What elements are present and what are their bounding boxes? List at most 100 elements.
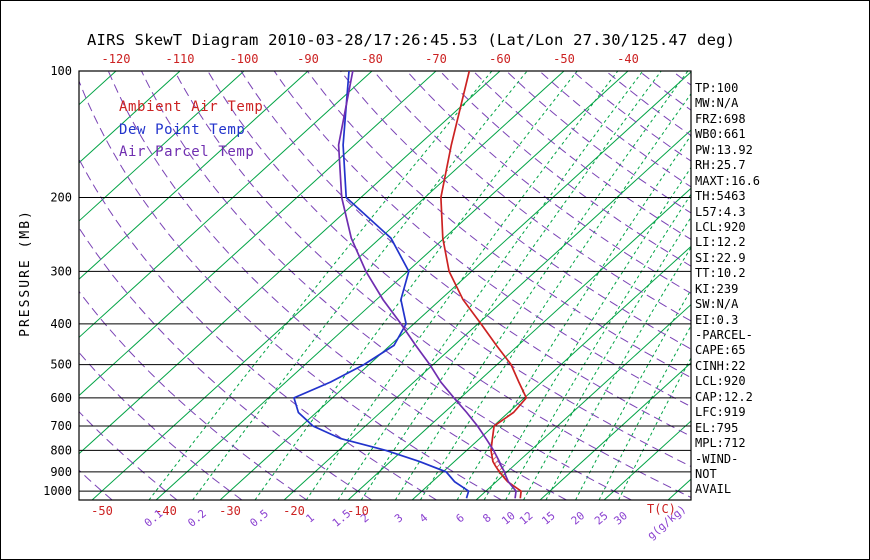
stat-line: LFC:919 — [695, 405, 746, 420]
stat-line: SW:N/A — [695, 297, 739, 312]
top-temp-label: -50 — [553, 52, 575, 66]
legend-dewpoint: Dew Point Temp — [119, 121, 246, 138]
dry-adiabat-line — [79, 351, 243, 500]
dry-adiabat-line — [472, 71, 691, 240]
stat-line: EI:0.3 — [695, 312, 739, 327]
chart-title: AIRS SkewT Diagram 2010-03-28/17:26:45.5… — [87, 31, 736, 49]
mixing-ratio-label: 30 — [611, 509, 630, 527]
legend-ambient: Ambient Air Temp — [119, 99, 264, 115]
mixing-ratio-line — [360, 71, 662, 500]
mixing-ratio-label: 3 — [392, 511, 405, 525]
dry-adiabat-line — [79, 158, 437, 500]
dry-adiabat-line — [273, 71, 691, 408]
stat-line: NOT — [695, 466, 717, 481]
dry-adiabat-line — [439, 71, 691, 267]
bottom-temp-label: -30 — [219, 504, 241, 518]
isotherm-line — [79, 71, 501, 455]
mixing-ratio-line — [394, 71, 689, 500]
stat-line: LI:12.2 — [695, 235, 746, 250]
pressure-tick-label: 700 — [50, 419, 72, 433]
pressure-tick-label: 200 — [50, 191, 72, 205]
stat-line: L57:4.3 — [695, 204, 746, 219]
stat-line: MPL:712 — [695, 436, 746, 451]
plot-background — [79, 71, 691, 500]
mixing-ratio-line — [456, 134, 691, 500]
mixing-ratio-line — [254, 71, 578, 500]
isotherm-line — [91, 71, 565, 500]
ambient-temp-curve — [440, 71, 528, 499]
isotherm-line — [475, 303, 691, 500]
stat-line: LCL:920 — [695, 374, 746, 389]
dewpoint-temp-curve — [292, 71, 470, 499]
top-temp-label: -120 — [102, 52, 131, 66]
dry-adiabat-line — [107, 71, 567, 500]
stat-line: TH:5463 — [695, 189, 746, 204]
isotherm-line — [347, 187, 691, 500]
isotherm-line — [411, 245, 691, 500]
pressure-axis-title: PRESSURE (MB) — [18, 209, 33, 337]
stat-line: LCL:920 — [695, 219, 746, 234]
mixing-ratio-label: 12 — [517, 509, 536, 527]
dry-adiabat-line — [141, 71, 632, 500]
mixing-ratio-lines — [148, 71, 691, 500]
dry-adiabat-line — [340, 71, 691, 350]
sounding-curves — [292, 71, 528, 499]
stat-line: KI:239 — [695, 281, 739, 296]
mixing-ratio-line — [575, 288, 691, 500]
stat-line: -WIND- — [695, 451, 739, 466]
top-temp-label: -70 — [425, 52, 447, 66]
mixing-ratio-line — [618, 356, 691, 500]
stat-line: -PARCEL- — [695, 328, 753, 342]
bottom-temp-label: -50 — [91, 504, 113, 518]
pressure-tick-label: 100 — [50, 64, 72, 78]
mixing-ratio-label: 0.2 — [185, 507, 209, 530]
stat-line: TT:10.2 — [695, 266, 746, 281]
bottom-temp-label: -10 — [347, 504, 369, 518]
mixing-ratio-label: 20 — [569, 509, 588, 527]
stat-line: RH:25.7 — [695, 158, 746, 173]
isotherm-line — [155, 71, 629, 500]
stat-line: MW:N/A — [695, 96, 739, 111]
top-temp-label: -100 — [230, 52, 259, 66]
mixing-ratio-label: 8 — [480, 511, 493, 525]
dry-adiabat-line — [79, 290, 308, 500]
plot-border — [78, 70, 692, 501]
bottom-temp-label: -40 — [155, 504, 177, 518]
dry-adiabat-line — [406, 71, 691, 294]
stat-line: EL:795 — [695, 420, 739, 435]
dry-adiabat-line — [174, 71, 691, 499]
top-temp-label: -80 — [361, 52, 383, 66]
isotherm-line — [79, 71, 245, 222]
stat-line: FRZ:698 — [695, 111, 746, 126]
stat-line: CAPE:65 — [695, 343, 746, 358]
dry-adiabat-line — [572, 71, 691, 162]
dry-adiabat-line — [506, 71, 691, 214]
stat-line: CINH:22 — [695, 358, 746, 373]
stat-line: PW:13.92 — [695, 142, 753, 157]
dry-adiabat-line — [207, 71, 691, 468]
mixing-ratio-label: 10 — [499, 509, 518, 527]
stat-line: AVAIL — [695, 482, 732, 497]
dry-adiabat-line — [79, 79, 502, 500]
top-temp-label: -110 — [166, 52, 195, 66]
pressure-tick-label: 800 — [50, 443, 72, 457]
bottom-temp-label: -20 — [283, 504, 305, 518]
isotherm-line — [79, 71, 309, 280]
top-temp-label: -60 — [489, 52, 511, 66]
mixing-ratio-label: 4 — [417, 511, 431, 525]
stats-panel: TP:100 MW:N/A FRZ:698 WB0:661 PW:13.92 RH:25.… — [695, 81, 760, 498]
mixing-ratio-line — [598, 324, 691, 500]
parcel-temp-curve — [337, 71, 517, 499]
stat-line: SI:22.9 — [695, 250, 746, 265]
dry-adiabat-line — [240, 71, 691, 437]
mixing-ratio-label: 25 — [592, 509, 611, 527]
mixing-ratio-line — [148, 71, 493, 500]
pressure-tick-label: 900 — [50, 465, 72, 479]
mixing-ratio-label: 2 — [358, 511, 371, 525]
stat-line: TP:100 — [695, 81, 739, 95]
pressure-tick-label: 500 — [50, 358, 72, 372]
legend: Ambient Air Temp Dew Point Temp Air Parcel… — [119, 96, 263, 164]
mixing-ratio-line — [192, 71, 528, 500]
